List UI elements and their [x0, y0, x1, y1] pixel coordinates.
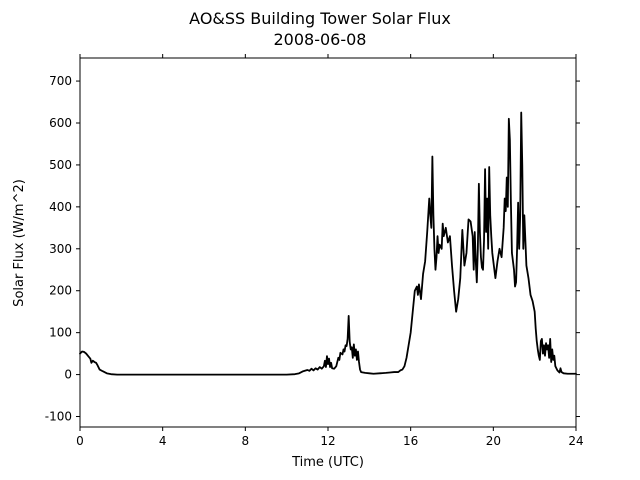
x-tick-label: 16: [403, 434, 418, 448]
y-tick-label: 0: [64, 368, 72, 382]
x-tick-label: 20: [486, 434, 501, 448]
chart-subtitle: 2008-06-08: [274, 30, 367, 49]
x-axis-label: Time (UTC): [291, 455, 364, 470]
y-tick-label: 200: [49, 284, 72, 298]
y-tick-label: 700: [49, 74, 72, 88]
x-axis-ticks: 0 4 8 12 16 20 24: [76, 54, 584, 448]
y-tick-label: 300: [49, 242, 72, 256]
chart-title: AO&SS Building Tower Solar Flux: [189, 9, 451, 28]
plot-frame: [79, 57, 577, 428]
x-tick-label: 8: [242, 434, 250, 448]
y-tick-label: 100: [49, 326, 72, 340]
x-tick-label: 24: [568, 434, 583, 448]
y-tick-label: -100: [45, 410, 72, 424]
y-tick-label: 400: [49, 200, 72, 214]
x-tick-label: 12: [320, 434, 335, 448]
solar-flux-series-line: [79, 111, 577, 376]
y-tick-label: 600: [49, 116, 72, 130]
y-tick-label: 500: [49, 158, 72, 172]
y-axis-label: Solar Flux (W/m^2): [12, 179, 27, 307]
x-tick-label: 0: [76, 434, 84, 448]
y-axis-ticks: -100 0 100 200 300 400 500 600 700: [45, 74, 580, 424]
x-tick-label: 4: [159, 434, 167, 448]
